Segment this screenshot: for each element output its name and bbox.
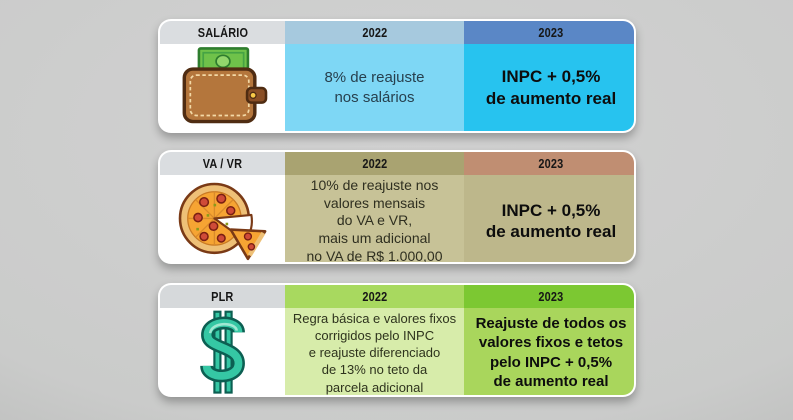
year-2023-label: 2023 — [538, 156, 564, 171]
year-2022-header: 2022 — [285, 285, 464, 308]
icon-cell — [160, 308, 285, 395]
row-label: SALÁRIO — [197, 25, 248, 40]
wallet-icon — [174, 45, 272, 131]
year-2023-label: 2023 — [538, 25, 564, 40]
year-2023-label: 2023 — [538, 289, 564, 304]
label-column: VA / VR — [160, 152, 285, 262]
year-2022-label: 2022 — [362, 156, 387, 171]
icon-cell — [160, 44, 285, 131]
label-column: PLR — [160, 285, 285, 395]
year-2022-header: 2022 — [285, 21, 464, 44]
column-2023: 2023 Reajuste de todos os valores fixos … — [464, 285, 634, 395]
year-2022-header: 2022 — [285, 152, 464, 175]
year-2022-label: 2022 — [362, 289, 387, 304]
value-2022: Regra básica e valores fixos corrigidos … — [285, 308, 464, 395]
year-2023-header: 2023 — [464, 21, 634, 44]
column-2022: 2022 Regra básica e valores fixos corrig… — [285, 285, 464, 395]
column-2022: 2022 8% de reajuste nos salários — [285, 21, 464, 131]
icon-cell — [160, 175, 285, 262]
year-2022-label: 2022 — [362, 25, 387, 40]
value-2023: INPC + 0,5% de aumento real — [464, 44, 634, 131]
card-salario: SALÁRIO 2022 — [158, 19, 636, 133]
card-va-vr: VA / VR — [158, 150, 636, 264]
value-2023: Reajuste de todos os valores fixos e tet… — [464, 308, 634, 395]
value-2023: INPC + 0,5% de aumento real — [464, 175, 634, 262]
row-label: VA / VR — [202, 156, 243, 171]
card-plr: PLR 2022 — [158, 283, 636, 397]
column-2022: 2022 10% de reajuste nos valores mensais… — [285, 152, 464, 262]
value-2022: 8% de reajuste nos salários — [285, 44, 464, 131]
column-2023: 2023 INPC + 0,5% de aumento real — [464, 21, 634, 131]
row-label: PLR — [211, 289, 234, 304]
label-column: SALÁRIO — [160, 21, 285, 131]
year-2023-header: 2023 — [464, 152, 634, 175]
pizza-icon — [174, 178, 272, 262]
value-2022: 10% de reajuste nos valores mensais do V… — [285, 175, 464, 262]
row-label-header: SALÁRIO — [160, 21, 285, 44]
row-label-header: VA / VR — [160, 152, 285, 175]
row-label-header: PLR — [160, 285, 285, 308]
year-2023-header: 2023 — [464, 285, 634, 308]
column-2023: 2023 INPC + 0,5% de aumento real — [464, 152, 634, 262]
dollar-sign-icon — [174, 310, 272, 395]
